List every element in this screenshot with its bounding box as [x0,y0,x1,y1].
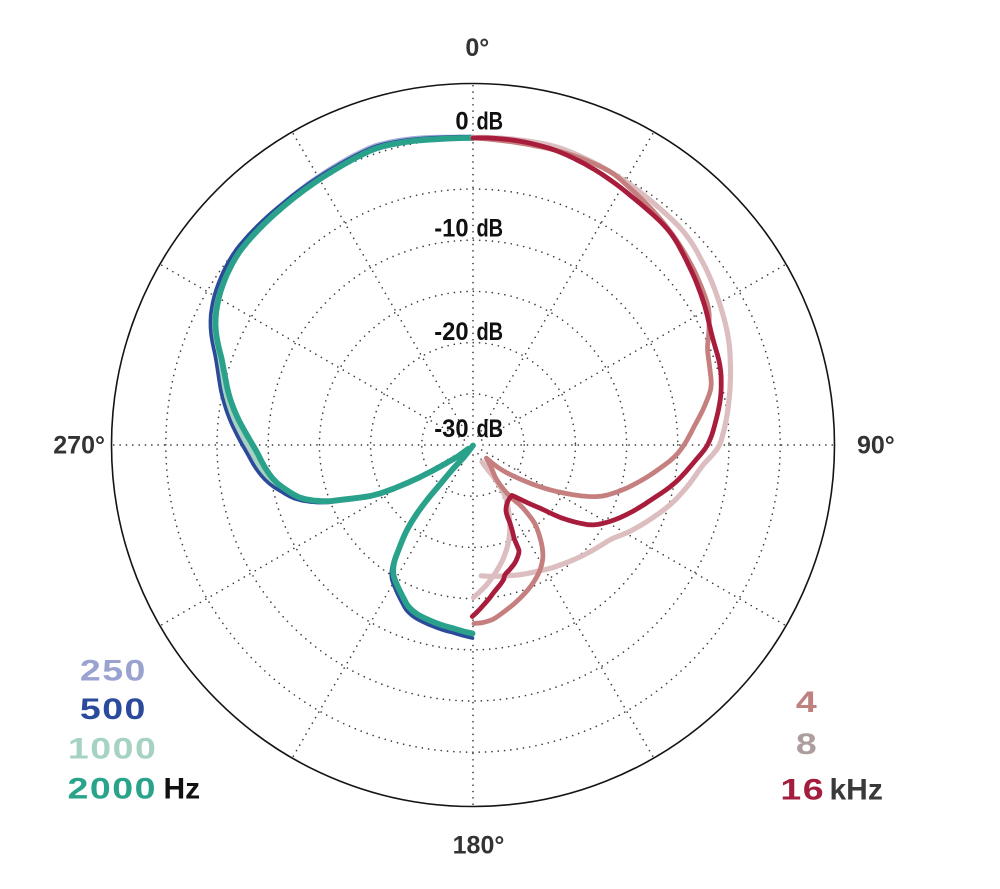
svg-text:kHz: kHz [830,774,883,807]
svg-text:500: 500 [80,692,147,726]
svg-text:0: 0 [455,108,468,136]
svg-text:dB: dB [476,214,503,242]
svg-text:-30: -30 [434,415,468,443]
svg-text:2000: 2000 [68,772,157,806]
svg-text:4: 4 [796,685,818,719]
svg-text:16: 16 [780,773,825,807]
svg-text:180°: 180° [453,832,505,860]
svg-text:1000: 1000 [68,732,157,766]
svg-text:90°: 90° [857,432,895,460]
svg-text:270°: 270° [53,432,105,460]
svg-text:dB: dB [476,415,503,443]
svg-text:0°: 0° [465,34,489,62]
svg-text:-10: -10 [434,215,468,243]
svg-text:-20: -20 [434,318,468,346]
svg-text:dB: dB [476,318,503,346]
svg-text:8: 8 [796,727,818,761]
svg-text:Hz: Hz [164,773,201,806]
svg-text:dB: dB [476,107,503,135]
svg-text:250: 250 [80,654,147,688]
